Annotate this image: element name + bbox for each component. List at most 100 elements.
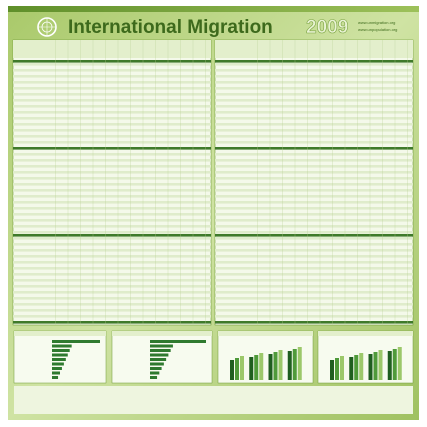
table-row [215,153,413,156]
chart-bar [373,352,378,380]
table-section-row [13,234,211,237]
table-row [13,243,211,246]
table-section-row [215,147,413,150]
table-row [215,171,413,174]
table-row [13,93,211,96]
table-row [13,165,211,168]
table-row [13,153,211,156]
chart-bar [150,362,164,366]
table-section-row [13,147,211,150]
table-row [13,297,211,300]
table-row [215,183,413,186]
table-row [13,285,211,288]
chart-bar [397,347,402,380]
table-row [215,99,413,102]
title-year: 2009 [306,17,348,38]
table-row [215,225,413,228]
chart-bar [150,340,206,343]
table-row [13,105,211,108]
chart-panel [111,330,213,384]
table-row [215,255,413,258]
table-row [13,231,211,234]
table-row [13,135,211,138]
chart-bar [150,353,169,357]
chart-bar [335,358,339,380]
table-header [13,40,211,58]
chart-bar [150,367,162,370]
table-row [215,129,413,132]
table-row [13,225,211,228]
table-row [215,111,413,114]
chart-bar [249,357,254,380]
title: International Migration [68,17,273,38]
table-row [215,297,413,300]
table-row [13,255,211,258]
table-row [13,117,211,120]
table-section-row [215,234,413,237]
link: www.unpopulation.org [358,27,397,32]
tables [12,39,414,326]
chart-panel [13,330,107,384]
chart-bar [254,355,259,380]
un-emblem [37,17,57,37]
chart-bar [230,360,234,380]
table-row [215,207,413,210]
table-row [215,315,413,318]
chart-bar [354,355,359,380]
table-section-row [13,321,211,324]
chart-bar [349,357,354,380]
table-section-row [215,321,413,324]
table-row [13,87,211,90]
table-row [215,87,413,90]
table-row [215,195,413,198]
table-row [215,69,413,72]
table-row [215,267,413,270]
table-row [215,303,413,306]
table-section-row [215,60,413,63]
table-row [215,81,413,84]
table-row [13,63,211,66]
table-row [13,123,211,126]
table-row [215,273,413,276]
table-row [13,99,211,102]
chart-bar [52,362,64,366]
table-row [13,201,211,204]
table-row [215,75,413,78]
chart-title-band [318,331,413,336]
table-row [215,189,413,192]
chart-bar [52,358,66,361]
table-row [13,81,211,84]
chart-title-band [218,331,313,336]
table-row [13,111,211,114]
table-row [13,213,211,216]
chart-bar [52,353,68,357]
table-row [215,243,413,246]
table-row [13,291,211,294]
table-row [215,123,413,126]
table-row [13,207,211,210]
table-row [215,93,413,96]
chart-bar [259,353,264,380]
chart-panel [217,330,314,384]
table-row [13,303,211,306]
table-row [13,69,211,72]
table-row [13,171,211,174]
chart-bar [387,351,392,380]
header-band [8,6,419,12]
table-row [215,159,413,162]
table-section-row [13,60,211,63]
table-row [215,237,413,240]
table-row [13,309,211,312]
table-row [215,285,413,288]
chart-bar [235,358,239,380]
chart-title-band [112,331,212,336]
table-row [13,219,211,222]
chart-bar [292,349,297,380]
chart-bar [52,344,72,348]
table-row [215,117,413,120]
table-row [215,177,413,180]
table-row [13,195,211,198]
chart-bar [52,371,60,375]
